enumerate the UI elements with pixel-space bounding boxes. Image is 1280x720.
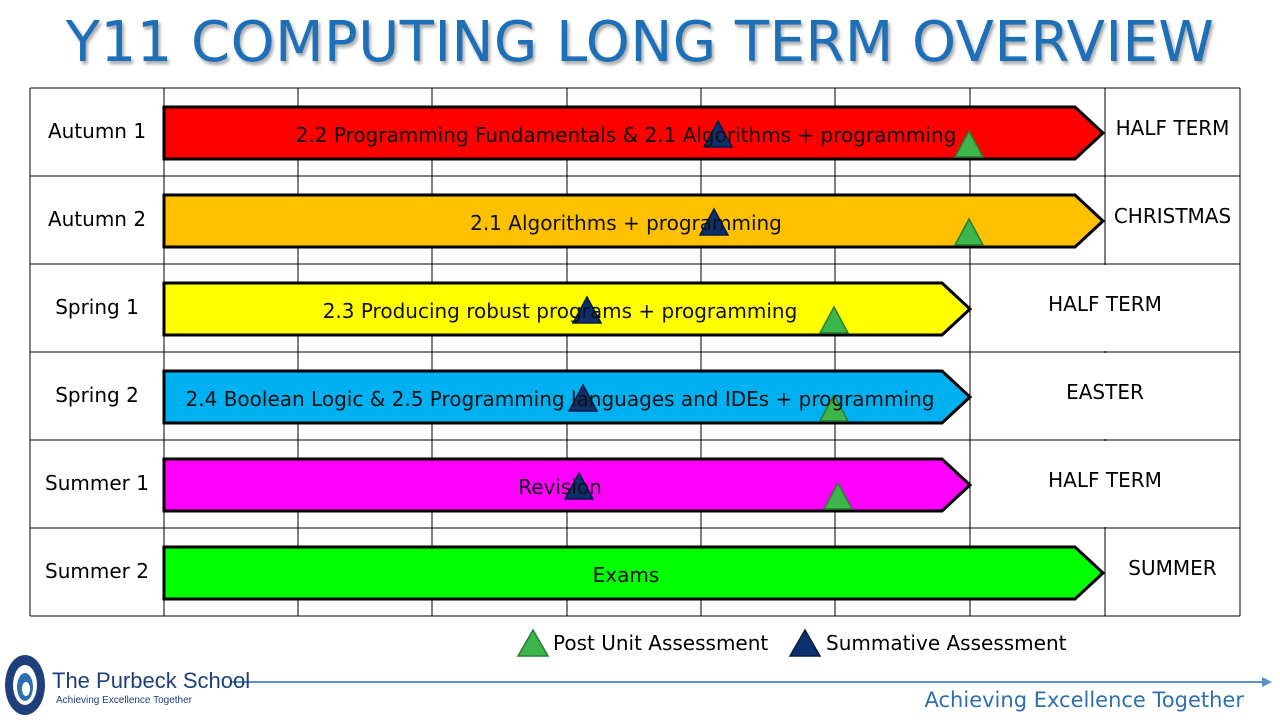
page-title: Y11 COMPUTING LONG TERM OVERVIEW (65, 10, 1215, 75)
post-unit-assessment-marker (818, 305, 850, 334)
unit-bar-arrow (162, 193, 1106, 249)
holiday-label: SUMMER (1128, 556, 1217, 580)
school-logo (5, 655, 45, 715)
holiday-label: EASTER (1066, 380, 1144, 404)
unit-bar-arrow (162, 369, 973, 425)
holiday-label: HALF TERM (1048, 468, 1162, 492)
summative-assessment-marker (571, 295, 603, 324)
post-unit-assessment-marker (818, 393, 850, 422)
post-unit-assessment-marker (953, 217, 985, 246)
term-label: Spring 2 (55, 383, 139, 407)
unit-bar-arrow (162, 545, 1106, 601)
term-label: Summer 1 (45, 471, 149, 495)
post-unit-assessment-marker (822, 481, 854, 510)
term-label: Autumn 1 (47, 119, 147, 143)
summative-assessment-marker (563, 471, 595, 500)
footer-arrow-head (1262, 677, 1272, 687)
summative-legend-label: Summative Assessment (826, 631, 1067, 655)
unit-bar-arrow (162, 281, 973, 337)
term-label: Autumn 2 (47, 207, 147, 231)
unit-bar-arrow (162, 105, 1106, 161)
summative-legend-icon (788, 628, 822, 657)
holiday-label: HALF TERM (1048, 292, 1162, 316)
term-label: Summer 2 (45, 559, 149, 583)
post-unit-legend-icon (516, 628, 550, 657)
summative-assessment-marker (698, 207, 730, 236)
summative-assessment-marker (567, 383, 599, 412)
summative-assessment-marker (702, 119, 734, 148)
holiday-label: CHRISTMAS (1113, 204, 1232, 228)
post-unit-legend-label: Post Unit Assessment (553, 631, 769, 655)
holiday-label: HALF TERM (1115, 116, 1230, 140)
holiday-merged-cell (971, 441, 1239, 527)
unit-bar-arrow (162, 457, 973, 513)
school-motto: Achieving Excellence Together (56, 695, 193, 706)
post-unit-assessment-marker (953, 129, 985, 158)
holiday-merged-cell (971, 265, 1239, 351)
footer-tagline: Achieving Excellence Together (924, 688, 1244, 712)
term-label: Spring 1 (55, 295, 139, 319)
holiday-merged-cell (971, 353, 1239, 439)
school-name: The Purbeck School (52, 668, 251, 693)
